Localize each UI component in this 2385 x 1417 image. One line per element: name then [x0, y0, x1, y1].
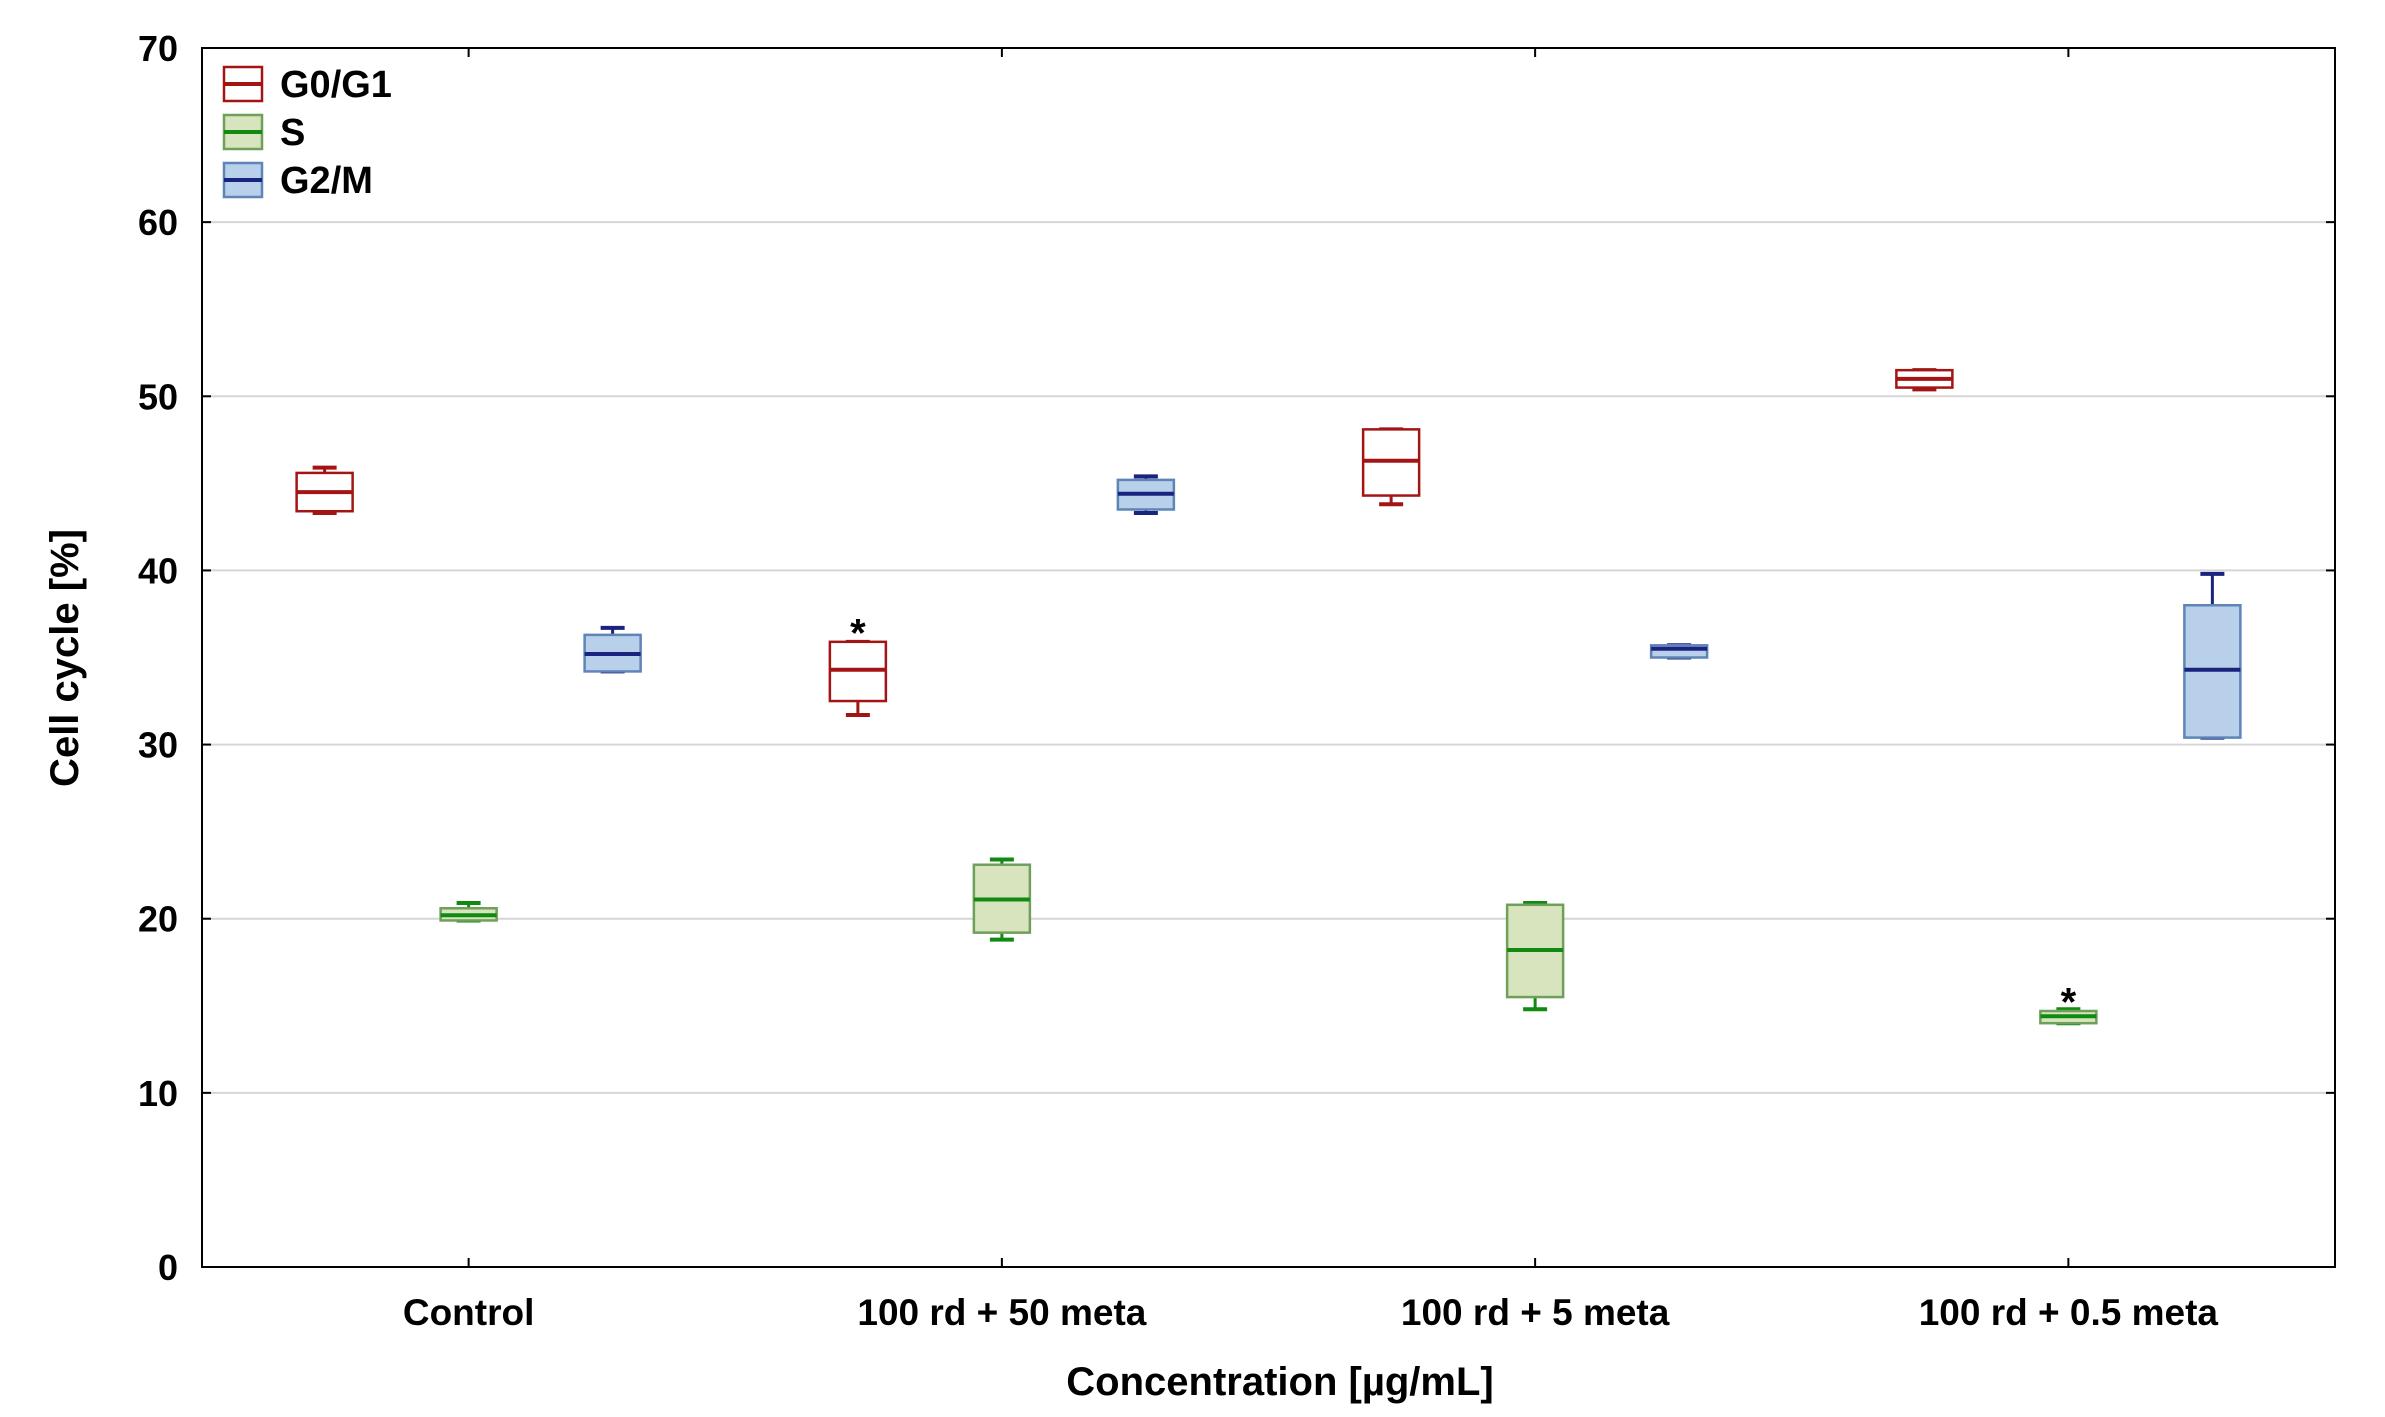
- box-s-2: [1505, 901, 1565, 1012]
- y-tick-label: 60: [138, 202, 178, 243]
- y-tick-label: 0: [158, 1247, 178, 1288]
- box-s-1: [972, 857, 1032, 942]
- plot-frame: [201, 47, 2336, 1268]
- significance-star: *: [850, 611, 866, 655]
- legend-label: S: [280, 112, 305, 154]
- box-g0-g1-2: [1361, 427, 1421, 507]
- box-g0-g1-1: [828, 639, 888, 717]
- gridlines: [202, 221, 2335, 1094]
- box-s-0: [439, 901, 498, 923]
- y-axis-title: Cell cycle [%]: [43, 529, 87, 787]
- legend-item-g2-m: G2/M: [222, 160, 373, 202]
- y-axis-ticks: 0 10 20 30 40 50 60 70: [138, 28, 2335, 1288]
- y-tick-label: 40: [138, 550, 178, 591]
- x-axis-title: Concentration [µg/mL]: [1066, 1360, 1493, 1404]
- box-g2-m-3: [2183, 571, 2242, 740]
- box-g2-m-0: [583, 625, 642, 674]
- box-g0-g1-0: [295, 465, 354, 515]
- significance-annotations: **: [850, 611, 2077, 1024]
- x-category-label: 100 rd + 5 meta: [1401, 1292, 1670, 1333]
- x-category-label: 100 rd + 0.5 meta: [1919, 1292, 2219, 1333]
- x-category-label: Control: [403, 1292, 535, 1333]
- legend-label: G0/G1: [280, 64, 392, 106]
- x-axis-ticks: Control 100 rd + 50 meta 100 rd + 5 meta 10…: [403, 48, 2219, 1333]
- y-tick-label: 70: [138, 28, 178, 69]
- legend: G0/G1 S G2/M: [222, 64, 392, 202]
- y-tick-label: 10: [138, 1073, 178, 1114]
- y-tick-label: 30: [138, 725, 178, 766]
- legend-item-s: S: [222, 112, 305, 154]
- box-g0-g1-3: [1895, 368, 1954, 392]
- y-tick-label: 20: [138, 899, 178, 940]
- legend-item-g0-g1: G0/G1: [222, 64, 392, 106]
- x-category-label: 100 rd + 50 meta: [857, 1292, 1146, 1333]
- y-tick-label: 50: [138, 376, 178, 417]
- box-plot-marks: [295, 368, 2242, 1026]
- box-g2-m-2: [1649, 643, 1709, 660]
- box-s-3: [2039, 1007, 2098, 1026]
- legend-label: G2/M: [280, 160, 373, 202]
- box-g2-m-1: [1116, 474, 1176, 515]
- significance-star: *: [2061, 981, 2077, 1025]
